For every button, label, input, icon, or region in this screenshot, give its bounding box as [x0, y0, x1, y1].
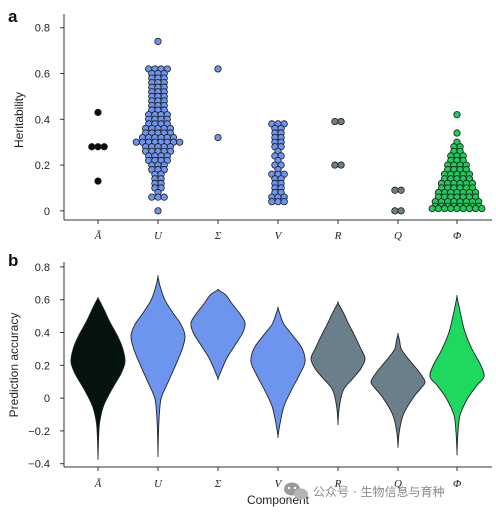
panel-b-violin [190, 288, 246, 381]
panel-a-y-ticks: 0 0.2 0.4 0.6 0.8 [35, 23, 64, 218]
panel-a-x-tick-label: Σ [214, 230, 222, 242]
panel-a-point [148, 193, 156, 201]
panel-a-point [88, 143, 96, 151]
panel-a-point [337, 161, 345, 169]
panel-b-x-tick-label: Σ [214, 478, 222, 490]
watermark: 公众号 · 生物信息与育种 [284, 482, 444, 500]
panel-b-violin [370, 332, 426, 448]
panel-b-x-tick-label: U [154, 478, 163, 490]
panel-b-y-tick-label: 0.2 [35, 360, 50, 372]
panel-a-point [471, 204, 480, 213]
panel-b-x-tick-label: Φ [453, 478, 462, 490]
panel-b-violin [310, 301, 366, 426]
panel-b-violin [70, 297, 126, 460]
panel-a-x-tick-label: Φ [453, 230, 462, 242]
panel-a-x-tick-label: V [275, 230, 283, 242]
panel-a-point [453, 111, 461, 119]
panel-a-point [453, 204, 461, 213]
panel-a-x-tick-label: U [154, 230, 163, 242]
panel-b-violin [250, 306, 306, 438]
panel-b-y-tick-label: 0.8 [35, 262, 50, 274]
panel-b-x-tick-label: Q [394, 478, 402, 490]
panel-a-point [214, 65, 222, 73]
panel-a-point [440, 204, 449, 213]
panel-a-point [453, 129, 461, 137]
panel-b-x-label: Component [247, 493, 310, 507]
panel-b-violin [429, 294, 485, 456]
watermark-text: 公众号 · 生物信息与育种 [313, 484, 444, 499]
panel-a-point [280, 198, 288, 206]
panel-a-point [397, 186, 405, 194]
panel-a-point [154, 37, 162, 46]
panel-a-point [465, 204, 473, 213]
panel-b-y-ticks: −0.4 −0.2 0 0.2 0.4 0.6 0.8 [28, 262, 64, 471]
panel-a-point [428, 204, 436, 213]
panel-b-y-tick-label: −0.4 [28, 459, 50, 471]
panel-a-point [447, 204, 455, 213]
panel-a-points [88, 37, 486, 215]
panel-a-x-tick-label: R [334, 230, 342, 242]
panel-a-point [434, 204, 442, 213]
panel-a-point [391, 186, 399, 194]
panel-a-point [459, 204, 467, 213]
panel-a-point [478, 204, 486, 213]
panel-a-point [268, 198, 276, 206]
panel-b-violin [130, 275, 186, 458]
panel-a-point [154, 193, 162, 201]
panel-a-point [94, 108, 102, 117]
panel-a-x-tick-label: Q [394, 230, 402, 242]
panel-a-point [176, 138, 184, 146]
panel-b-y-tick-label: −0.2 [28, 426, 50, 438]
panel-a-y-tick-label: 0.4 [35, 114, 50, 126]
panel-a-point [94, 143, 102, 151]
panel-b-violins [70, 275, 485, 460]
panel-a-point [274, 198, 282, 206]
panel-a-point [337, 117, 345, 126]
panel-a-point [331, 161, 339, 169]
panel-a-point [331, 117, 339, 126]
panel-a-letter: a [8, 7, 18, 26]
panel-a-point [154, 207, 162, 215]
panel-a-point [214, 134, 222, 142]
panel-a-y-tick-label: 0 [44, 206, 50, 218]
panel-b-y-tick-label: 0 [44, 393, 50, 405]
panel-b-y-tick-label: 0.6 [35, 295, 50, 307]
panel-a-y-label: Heritability [12, 92, 26, 148]
panel-a-point [100, 143, 108, 151]
panel-a-y-tick-label: 0.8 [35, 23, 50, 35]
panel-b-x-tick-label: Ă [94, 478, 102, 490]
panel-b: b Prediction accuracy Component −0.4 −0.2… [7, 251, 492, 507]
panel-b-y-tick-label: 0.4 [35, 328, 50, 340]
panel-b-x-tick-label: R [334, 478, 342, 490]
wechat-icon [284, 482, 308, 500]
panel-a-point [160, 193, 168, 201]
panel-a-point [397, 207, 405, 215]
panel-a-point [391, 207, 399, 215]
panel-a: a Heritability 0 0.2 0.4 0.6 0.8 Ă U Σ V R Q Φ [8, 7, 492, 242]
panel-a-y-tick-label: 0.2 [35, 160, 50, 172]
panel-b-x-tick-label: V [275, 478, 283, 490]
panel-b-letter: b [8, 251, 18, 270]
panel-a-y-tick-label: 0.6 [35, 69, 50, 81]
panel-a-x-tick-label: Ă [94, 230, 102, 242]
panel-a-point [94, 177, 102, 185]
panel-a-point [132, 138, 140, 146]
panel-b-y-label: Prediction accuracy [7, 313, 21, 418]
